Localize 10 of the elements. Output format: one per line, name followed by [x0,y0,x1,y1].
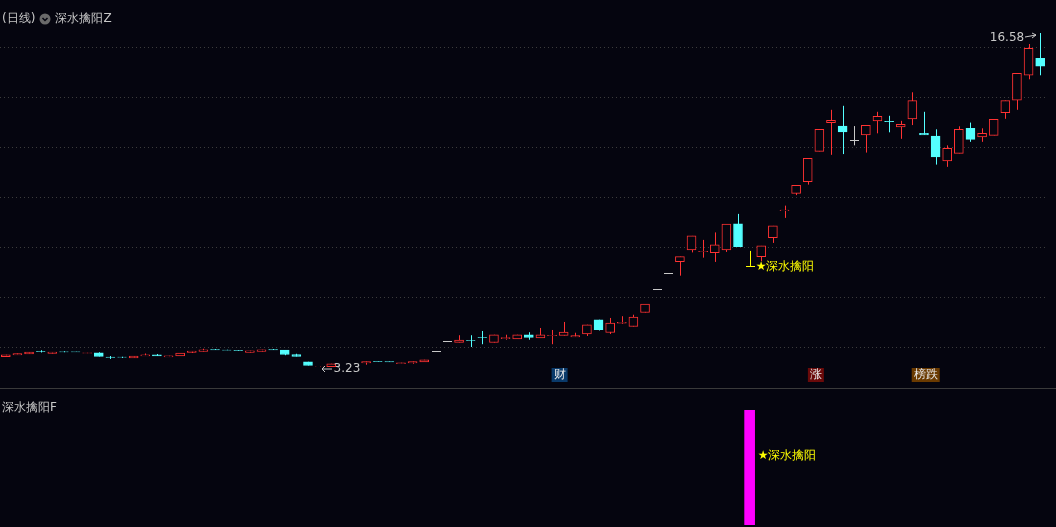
annotation: ★深水擒阳 [757,447,817,462]
text: 榜跌 [913,367,938,382]
annotation: ★深水擒阳 [755,259,815,274]
chart-title: 深水擒阳F [2,399,57,416]
annotation: 3.23 [333,361,361,376]
chart-title: (日线) [2,10,36,27]
chart-subtitle: 深水擒阳Z [55,10,112,27]
annotation: 16.58 [989,30,1025,45]
text: 财 [553,367,566,382]
text: 涨 [809,367,822,382]
